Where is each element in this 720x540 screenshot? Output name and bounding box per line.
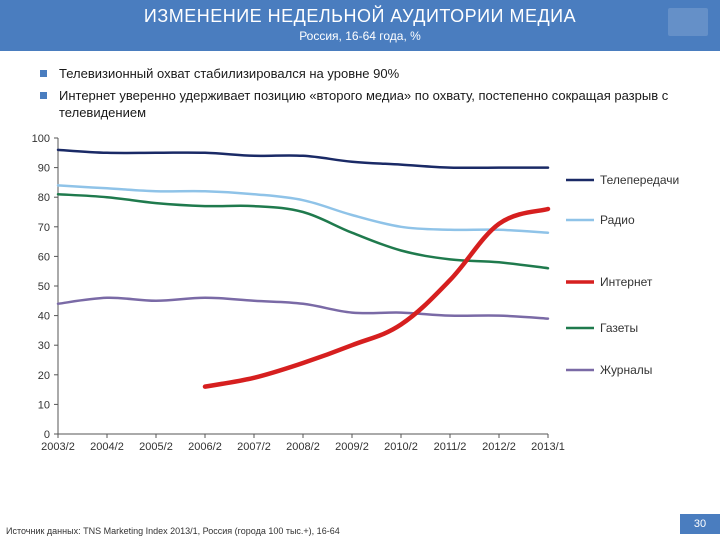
svg-text:Газеты: Газеты [600,321,638,335]
svg-text:2004/2: 2004/2 [90,441,124,453]
svg-text:2007/2: 2007/2 [237,441,271,453]
line-chart: 0 10 20 30 40 50 60 70 80 90 100 2003/2 2004/2 2005/2… [18,130,702,470]
bullet-marker-icon [40,92,47,99]
svg-text:50: 50 [38,281,50,293]
bullet-text: Интернет уверенно удерживает позицию «вт… [59,87,680,122]
source-footnote: Источник данных: TNS Marketing Index 201… [6,526,340,536]
svg-text:30: 30 [38,340,50,352]
slide-header: ИЗМЕНЕНИЕ НЕДЕЛЬНОЙ АУДИТОРИИ МЕДИА Росс… [0,0,720,51]
svg-text:90: 90 [38,163,50,175]
bullet-marker-icon [40,70,47,77]
svg-text:80: 80 [38,192,50,204]
svg-text:70: 70 [38,222,50,234]
svg-text:Интернет: Интернет [600,275,653,289]
page-subtitle: Россия, 16-64 года, % [0,29,720,43]
svg-text:100: 100 [32,133,50,145]
svg-text:Телепередачи: Телепередачи [600,173,679,187]
svg-text:2009/2: 2009/2 [335,441,369,453]
svg-text:2008/2: 2008/2 [286,441,320,453]
svg-text:Радио: Радио [600,213,635,227]
bullet-item: Интернет уверенно удерживает позицию «вт… [40,87,680,122]
svg-text:2011/2: 2011/2 [434,441,467,453]
svg-text:60: 60 [38,251,50,263]
brand-logo [668,8,708,36]
svg-text:20: 20 [38,370,50,382]
svg-text:2006/2: 2006/2 [188,441,222,453]
chart-svg: 0 10 20 30 40 50 60 70 80 90 100 2003/2 2004/2 2005/2… [18,130,702,470]
svg-text:2003/2: 2003/2 [41,441,75,453]
svg-text:0: 0 [44,429,50,441]
page-number-badge: 30 [680,514,720,534]
svg-text:2010/2: 2010/2 [384,441,418,453]
svg-text:2012/2: 2012/2 [482,441,516,453]
bullet-list: Телевизионный охват стабилизировался на … [0,51,720,136]
svg-text:2005/2: 2005/2 [139,441,173,453]
svg-text:2013/1: 2013/1 [531,441,565,453]
bullet-item: Телевизионный охват стабилизировался на … [40,65,680,83]
svg-text:Журналы: Журналы [600,363,652,377]
svg-text:10: 10 [38,399,50,411]
bullet-text: Телевизионный охват стабилизировался на … [59,65,399,83]
svg-text:40: 40 [38,311,50,323]
page-title: ИЗМЕНЕНИЕ НЕДЕЛЬНОЙ АУДИТОРИИ МЕДИА [0,6,720,27]
